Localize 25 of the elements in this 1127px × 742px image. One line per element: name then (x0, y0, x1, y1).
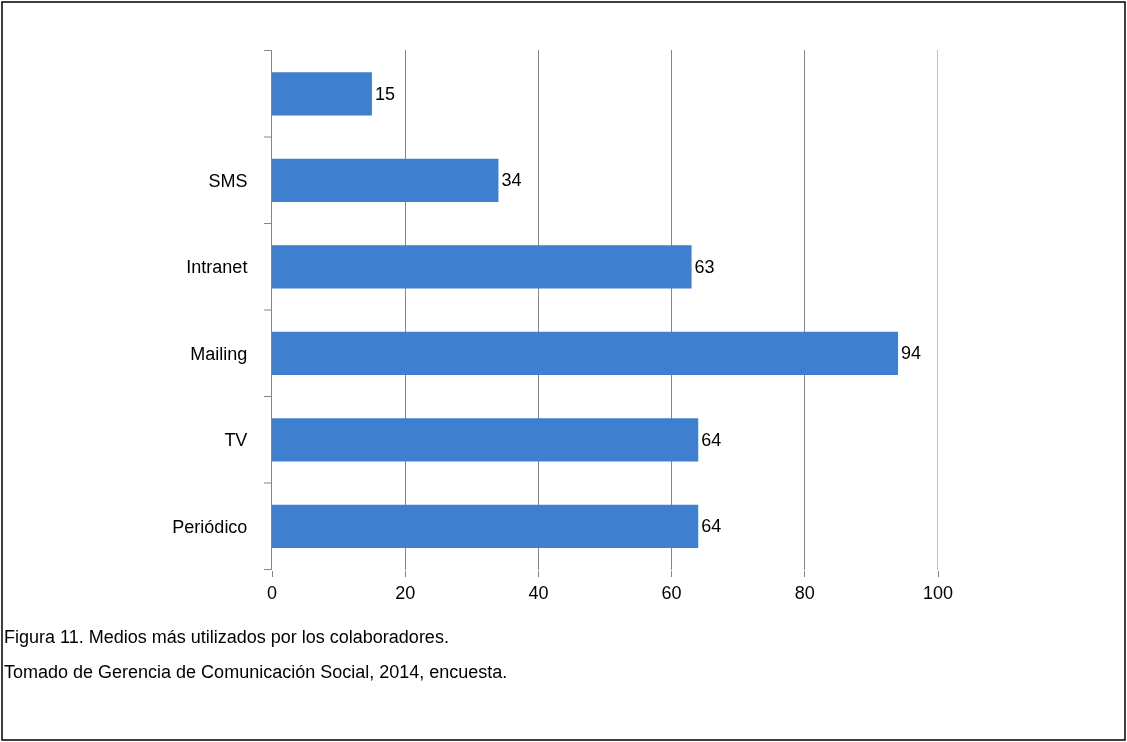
x-tick-label: 40 (528, 582, 549, 603)
y-tick-label: Mailing (190, 343, 248, 364)
x-tick-label: 80 (794, 582, 815, 603)
bar (272, 245, 692, 289)
x-tick-label: 100 (922, 582, 954, 603)
y-tick-label: Periódico (172, 516, 248, 537)
data-label: 64 (701, 516, 722, 537)
bar (272, 158, 499, 202)
data-label: 63 (694, 256, 715, 277)
text: Figura 11. Medios más utilizados por los colaboradores. (4, 627, 449, 647)
data-label: 94 (901, 343, 922, 364)
data-label: 15 (374, 83, 395, 104)
x-tick-label: 60 (661, 582, 682, 603)
x-tick-label: 20 (395, 582, 416, 603)
data-label: 34 (501, 170, 522, 191)
x-tick-label: 0 (266, 582, 278, 603)
y-tick-label: SMS (208, 170, 248, 191)
text: Tomado de Gerencia de Comunicación Social, 2014, encuesta. (4, 662, 508, 682)
bar (272, 331, 899, 375)
y-tick-label: Intranet (186, 257, 248, 278)
bar (272, 418, 699, 462)
data-label: 64 (701, 429, 722, 450)
bar (272, 72, 372, 116)
y-tick-label: TV (224, 430, 248, 451)
bar (272, 504, 699, 548)
